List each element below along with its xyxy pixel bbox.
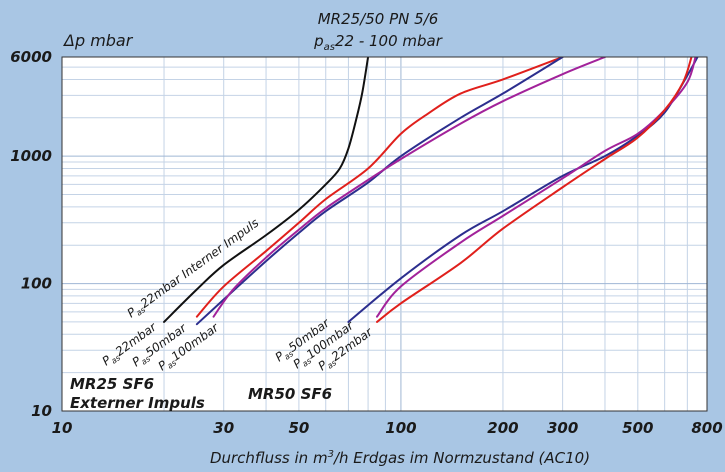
group-label-mr25-externer: Externer Impuls (70, 394, 205, 412)
x-tick-label: 800 (691, 419, 722, 437)
x-tick-label: 200 (487, 419, 518, 437)
x-tick-label: 500 (622, 419, 653, 437)
plot-area (62, 57, 707, 411)
group-label-mr25: MR25 SF6 (70, 375, 154, 393)
series-layer (163, 57, 699, 326)
chart-title-line1: MR25/50 PN 5/6 (318, 10, 439, 28)
x-tick-label: 300 (547, 419, 578, 437)
series-line-mr50-100 (376, 57, 697, 318)
group-label-mr50: MR50 SF6 (248, 385, 332, 403)
x-tick-label: 100 (385, 419, 416, 437)
y-tick-label: 6000 (10, 48, 52, 66)
series-line-mr25-50 (195, 57, 564, 326)
plot-border (61, 56, 708, 412)
x-tick-label: 30 (213, 419, 234, 437)
x-tick-label: 50 (288, 419, 309, 437)
y-tick-label: 10 (31, 402, 52, 420)
y-tick-label: 100 (21, 275, 52, 293)
tick-labels: 10 30 50 100 200 300 500 800 10 100 1000 6000 (10, 48, 722, 437)
y-tick-label: 1000 (10, 147, 52, 165)
x-tick-label: 10 (52, 419, 73, 437)
series-line-mr50-22 (376, 57, 693, 323)
series-line-mr25-100 (212, 57, 606, 318)
x-axis-label: Durchfluss in m3/h Erdgas im Normzustand… (210, 449, 590, 467)
series-line-mr25-22 (195, 57, 564, 318)
y-axis-label: Δp mbar (62, 31, 134, 50)
series-line-mr25-22-intern (163, 57, 370, 323)
chart-title-line2: pas22 - 100 mbar (313, 32, 443, 53)
